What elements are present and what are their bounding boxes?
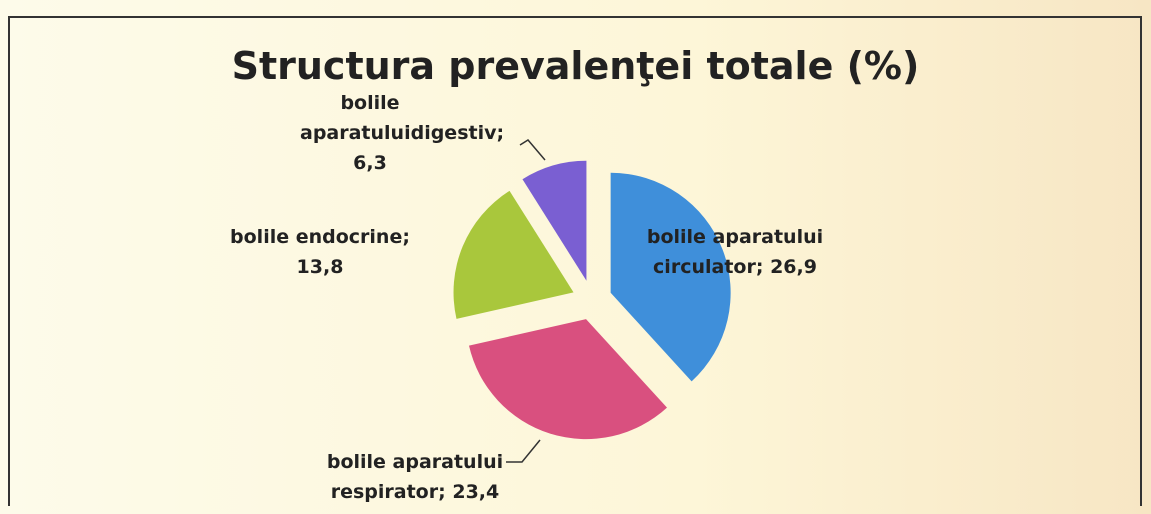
leader-line bbox=[506, 439, 541, 463]
category-label: bolile aparatului circulator bbox=[646, 226, 824, 278]
category-label: bolile endocrine bbox=[230, 226, 403, 248]
pie-slice bbox=[453, 190, 574, 319]
frame bbox=[8, 16, 1142, 506]
category-label: bolile aparatuluidigestiv bbox=[300, 92, 497, 144]
label-separator: ; bbox=[438, 481, 446, 503]
value-label: 26,9 bbox=[770, 256, 817, 278]
value-label: 13,8 bbox=[296, 256, 344, 278]
chart-title: Structura prevalenţei totale (%) bbox=[231, 44, 920, 88]
label-separator: ; bbox=[402, 226, 410, 248]
data-label: bolile aparatului circulator; 26,9 bbox=[620, 222, 850, 282]
label-separator: ; bbox=[496, 122, 505, 144]
category-label: bolile aparatului respirator bbox=[326, 451, 504, 503]
data-label: bolile endocrine; 13,8 bbox=[220, 222, 420, 282]
leader-line bbox=[519, 139, 546, 161]
label-separator: ; bbox=[755, 256, 764, 278]
value-label: 23,4 bbox=[452, 481, 500, 503]
data-label: bolile aparatului respirator; 23,4 bbox=[300, 447, 530, 507]
pie-slice bbox=[522, 160, 587, 281]
value-label: 6,3 bbox=[353, 152, 387, 174]
data-label: bolile aparatuluidigestiv; 6,3 bbox=[300, 88, 504, 178]
pie-slice bbox=[468, 319, 668, 440]
pie-slice bbox=[610, 172, 731, 382]
